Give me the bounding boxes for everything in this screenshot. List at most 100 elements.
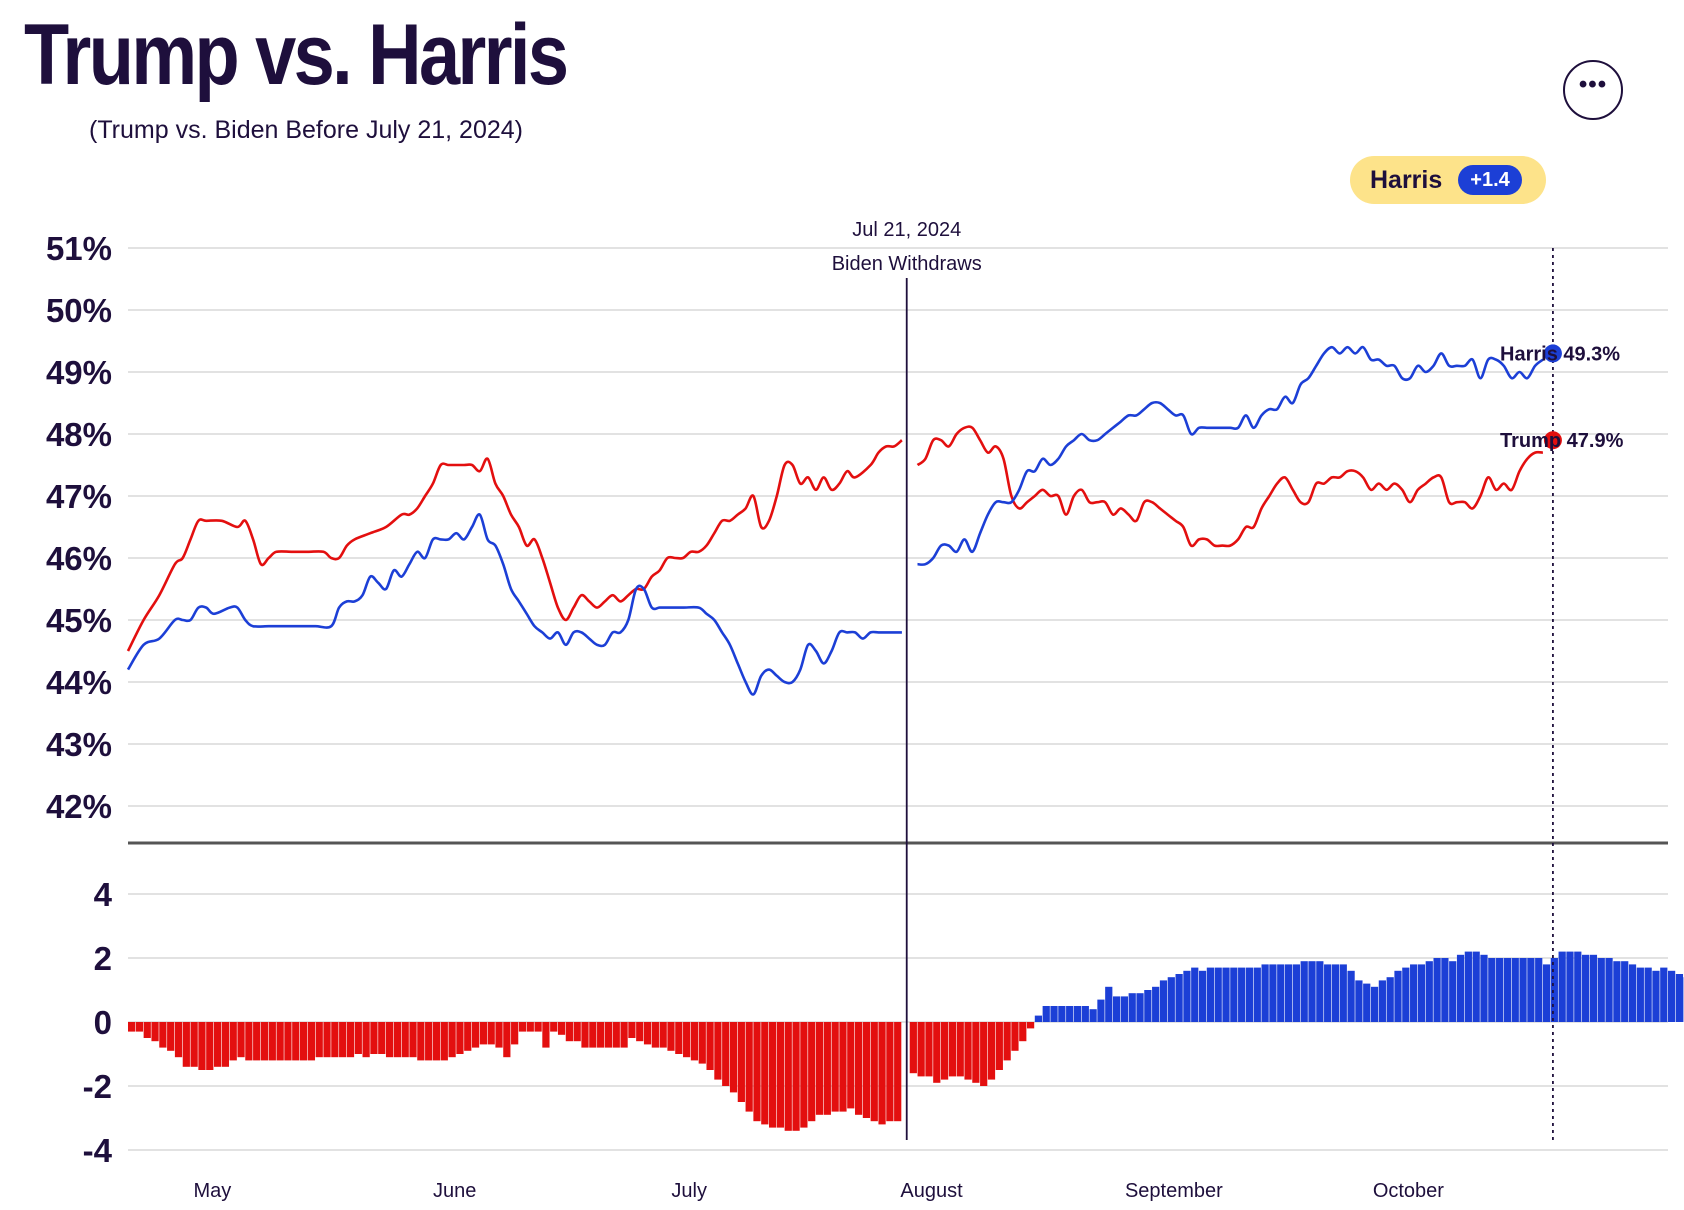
bar-trump (769, 1022, 777, 1128)
bar-harris (1472, 951, 1480, 1022)
bar-trump (980, 1022, 988, 1086)
bar-trump (206, 1022, 214, 1070)
leader-badge: Harris +1.4 (1350, 156, 1546, 204)
bar-harris (1253, 967, 1261, 1022)
harris-line-after (917, 345, 1544, 566)
bar-trump (964, 1022, 972, 1080)
bar-trump (745, 1022, 753, 1112)
bar-harris (1378, 980, 1386, 1022)
bar-harris (1535, 958, 1543, 1022)
bar-harris (1152, 986, 1160, 1022)
bar-trump (714, 1022, 722, 1080)
bar-trump (729, 1022, 738, 1093)
bar-harris (1550, 958, 1558, 1022)
bar-trump (409, 1022, 417, 1058)
bar-harris (1081, 1006, 1089, 1022)
more-horizontal-icon: ••• (1578, 71, 1608, 98)
y-tick-label: -4 (83, 1132, 113, 1169)
bar-trump (487, 1022, 495, 1045)
bar-trump (581, 1022, 589, 1048)
bar-harris (1089, 1009, 1097, 1022)
chart-subtitle: (Trump vs. Biden Before July 21, 2024) (89, 116, 523, 144)
bar-trump (792, 1022, 800, 1131)
bar-harris (1058, 1006, 1066, 1022)
harris-line-before (126, 513, 902, 696)
bar-trump (808, 1022, 816, 1122)
bar-trump (987, 1022, 996, 1080)
bar-trump (761, 1022, 769, 1125)
bar-trump (503, 1022, 511, 1058)
bar-harris (1191, 967, 1199, 1022)
bar-harris (1660, 967, 1668, 1022)
bar-trump (956, 1022, 964, 1077)
y-tick-label: 50% (46, 292, 112, 329)
bar-trump (722, 1022, 730, 1086)
bar-trump (471, 1022, 480, 1048)
bar-trump (221, 1022, 230, 1067)
bar-trump (643, 1022, 652, 1045)
bar-harris (1128, 993, 1136, 1022)
bar-trump (479, 1022, 487, 1045)
bar-trump (526, 1022, 534, 1032)
bar-trump (909, 1022, 917, 1074)
bar-trump (886, 1022, 894, 1122)
bar-harris (1488, 958, 1496, 1022)
bar-harris (1183, 970, 1191, 1022)
bar-trump (229, 1022, 237, 1061)
bar-trump (667, 1022, 675, 1051)
bar-trump (346, 1022, 355, 1058)
bar-trump (174, 1022, 183, 1058)
bar-harris (1597, 958, 1605, 1022)
bar-trump (737, 1022, 745, 1102)
bar-trump (534, 1022, 542, 1032)
bar-harris (1245, 967, 1254, 1022)
bar-harris (1464, 951, 1472, 1022)
bar-harris (1542, 964, 1551, 1022)
x-tick-label: July (671, 1180, 707, 1202)
more-options-button[interactable]: ••• (1563, 60, 1623, 120)
bar-trump (213, 1022, 222, 1067)
bar-harris (1324, 964, 1332, 1022)
chart-title: Trump vs. Harris (24, 7, 569, 103)
bar-trump (276, 1022, 284, 1061)
y-tick-label: 48% (46, 416, 112, 453)
y-tick-label: 45% (46, 602, 112, 639)
x-tick-label: October (1373, 1180, 1444, 1202)
bar-trump (565, 1022, 573, 1042)
bar-harris (1519, 958, 1527, 1022)
bar-trump (292, 1022, 300, 1061)
harris-end-dot (1543, 344, 1562, 363)
bar-harris (1355, 980, 1363, 1022)
bar-harris (1425, 961, 1433, 1022)
bar-trump (800, 1022, 808, 1128)
bar-trump (542, 1022, 550, 1048)
bar-trump (972, 1022, 980, 1083)
trump-line-after (916, 425, 1543, 548)
bar-harris (1628, 964, 1637, 1022)
bar-trump (245, 1022, 253, 1061)
bar-trump (432, 1022, 441, 1061)
bar-trump (167, 1022, 175, 1051)
bar-harris (1175, 974, 1183, 1022)
bar-harris (1668, 970, 1676, 1022)
bar-harris (1456, 954, 1465, 1022)
bar-trump (706, 1022, 714, 1070)
bar-harris (1402, 967, 1410, 1022)
bar-trump (182, 1022, 190, 1067)
bar-harris (1308, 961, 1316, 1022)
bar-trump (339, 1022, 347, 1058)
bar-trump (894, 1022, 902, 1122)
bar-trump (753, 1022, 761, 1122)
bar-trump (815, 1022, 824, 1115)
bar-trump (456, 1022, 464, 1054)
bar-trump (659, 1022, 667, 1048)
y-tick-label: 51% (46, 230, 112, 267)
bar-harris (1277, 964, 1285, 1022)
bar-harris (1480, 954, 1488, 1022)
bar-harris (1566, 951, 1574, 1022)
bar-trump (628, 1022, 636, 1038)
bar-harris (1589, 954, 1598, 1022)
bar-trump (401, 1022, 409, 1058)
bar-trump (784, 1022, 792, 1131)
